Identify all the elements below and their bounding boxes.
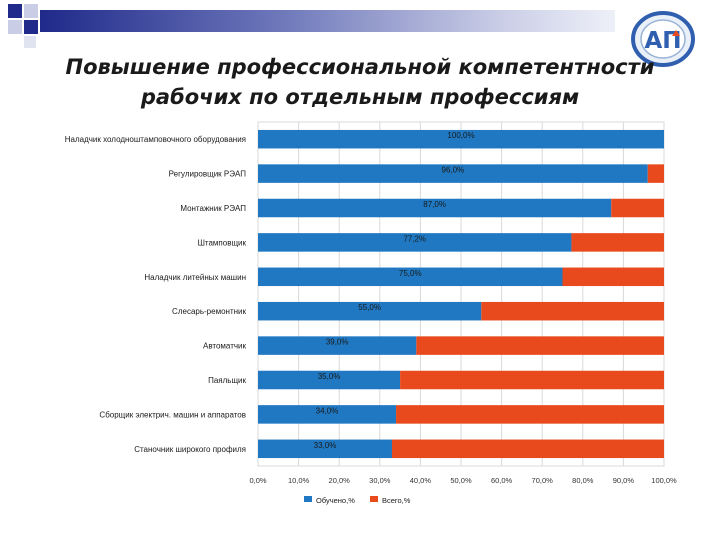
- data-label: 87,0%: [423, 200, 446, 209]
- legend-swatch: [370, 496, 378, 502]
- x-tick-label: 100,0%: [651, 476, 677, 485]
- category-label: Паяльщик: [208, 376, 246, 385]
- category-label: Станочник широкого профиля: [134, 445, 246, 454]
- bar-trained: [258, 233, 572, 252]
- data-label: 39,0%: [326, 338, 349, 347]
- bar-trained: [258, 129, 664, 149]
- page-title: Повышение профессиональной компетентност…: [0, 52, 720, 112]
- category-label: Наладчик литейных машин: [144, 273, 246, 282]
- data-label: 96,0%: [442, 166, 465, 175]
- x-tick-label: 20,0%: [329, 476, 351, 485]
- legend-label: Обучено,%: [316, 496, 355, 505]
- bar-total: [647, 164, 664, 183]
- title-line-1: Повышение профессиональной компетентност…: [65, 55, 655, 79]
- x-tick-label: 60,0%: [491, 476, 513, 485]
- category-label: Слесарь-ремонтник: [172, 307, 246, 316]
- bar-total: [396, 405, 664, 424]
- bar-trained: [258, 267, 563, 287]
- title-line-2: рабочих по отдельным профессиям: [140, 85, 580, 109]
- data-label: 75,0%: [399, 269, 422, 278]
- bar-trained: [258, 198, 612, 218]
- bar-total: [571, 233, 664, 252]
- bar-trained: [258, 164, 648, 183]
- category-label: Наладчик холодноштамповочного оборудован…: [65, 135, 246, 144]
- logo-icon: АП: [631, 11, 695, 67]
- legend-label: Всего,%: [382, 496, 411, 505]
- category-label: Штамповщик: [198, 238, 247, 247]
- bar-trained: [258, 336, 417, 355]
- bar-trained: [258, 370, 401, 390]
- bar-trained: [258, 301, 482, 321]
- data-label: 35,0%: [318, 372, 341, 381]
- x-tick-label: 50,0%: [450, 476, 472, 485]
- title-bar: [40, 10, 615, 32]
- bar-trained: [258, 405, 397, 424]
- x-tick-label: 0,0%: [249, 476, 266, 485]
- data-label: 55,0%: [358, 303, 381, 312]
- category-label: Сборщик электрич. машин и аппаратов: [99, 410, 246, 419]
- bar-total: [562, 267, 664, 287]
- legend-swatch: [304, 496, 312, 502]
- x-tick-label: 70,0%: [532, 476, 554, 485]
- bar-total: [391, 439, 664, 459]
- bar-total: [416, 336, 664, 355]
- category-label: Регулировщик РЭАП: [169, 170, 247, 179]
- category-label: Автоматчик: [203, 342, 247, 351]
- x-tick-label: 90,0%: [613, 476, 635, 485]
- bar-total: [400, 370, 664, 390]
- data-label: 34,0%: [316, 406, 339, 415]
- x-tick-label: 80,0%: [572, 476, 594, 485]
- data-label: 77,2%: [403, 234, 426, 243]
- bar-total: [611, 198, 664, 218]
- data-label: 100,0%: [447, 131, 474, 140]
- bar-total: [481, 301, 664, 321]
- x-tick-label: 10,0%: [288, 476, 310, 485]
- category-label: Монтажник РЭАП: [180, 204, 246, 213]
- bar-trained: [258, 439, 392, 459]
- data-label: 33,0%: [314, 441, 337, 450]
- x-tick-label: 30,0%: [369, 476, 391, 485]
- x-tick-label: 40,0%: [410, 476, 432, 485]
